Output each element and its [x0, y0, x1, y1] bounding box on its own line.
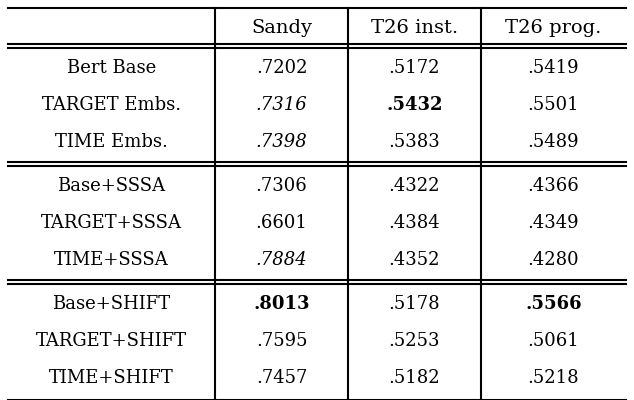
Text: Base+SHIFT: Base+SHIFT: [53, 295, 171, 313]
Text: .5172: .5172: [389, 59, 440, 77]
Text: .5182: .5182: [389, 369, 440, 387]
Text: .5419: .5419: [527, 59, 579, 77]
Text: .7306: .7306: [256, 177, 307, 195]
Text: .7202: .7202: [256, 59, 307, 77]
Text: TIME+SHIFT: TIME+SHIFT: [49, 369, 174, 387]
Text: Sandy: Sandy: [251, 19, 312, 37]
Text: .5566: .5566: [525, 295, 582, 313]
Text: .7398: .7398: [256, 133, 307, 151]
Text: .5218: .5218: [527, 369, 579, 387]
Text: .7457: .7457: [256, 369, 307, 387]
Text: .7316: .7316: [256, 96, 307, 114]
Text: .5383: .5383: [389, 133, 441, 151]
Text: TARGET+SSSA: TARGET+SSSA: [41, 214, 182, 232]
Text: T26 prog.: T26 prog.: [505, 19, 602, 37]
Text: T26 inst.: T26 inst.: [371, 19, 458, 37]
Text: .4349: .4349: [527, 214, 579, 232]
Text: .5061: .5061: [527, 332, 579, 350]
Text: TARGET+SHIFT: TARGET+SHIFT: [36, 332, 187, 350]
Text: .8013: .8013: [253, 295, 310, 313]
Text: .7884: .7884: [256, 251, 307, 269]
Text: .6601: .6601: [256, 214, 307, 232]
Text: .4384: .4384: [389, 214, 440, 232]
Text: .5489: .5489: [527, 133, 579, 151]
Text: TARGET Embs.: TARGET Embs.: [42, 96, 181, 114]
Text: Bert Base: Bert Base: [67, 59, 156, 77]
Text: .4280: .4280: [527, 251, 579, 269]
Text: Base+SSSA: Base+SSSA: [58, 177, 165, 195]
Text: .4322: .4322: [389, 177, 440, 195]
Text: .5178: .5178: [389, 295, 440, 313]
Text: TIME Embs.: TIME Embs.: [55, 133, 168, 151]
Text: TIME+SSSA: TIME+SSSA: [54, 251, 169, 269]
Text: .7595: .7595: [256, 332, 307, 350]
Text: .5501: .5501: [527, 96, 579, 114]
Text: .4352: .4352: [389, 251, 440, 269]
Text: .5253: .5253: [389, 332, 440, 350]
Text: .4366: .4366: [527, 177, 579, 195]
Text: .5432: .5432: [386, 96, 443, 114]
